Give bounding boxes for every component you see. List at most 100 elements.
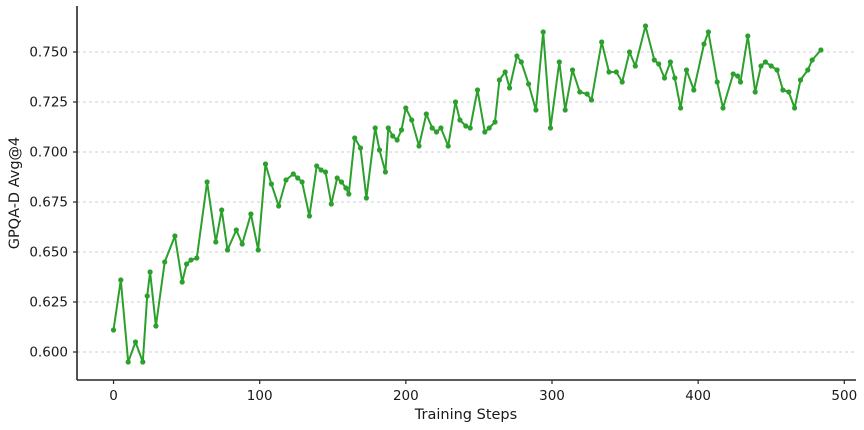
- x-tick-label: 500: [831, 388, 857, 404]
- data-point-marker: [248, 211, 254, 217]
- data-point-marker: [452, 99, 459, 105]
- data-point-marker: [805, 67, 811, 73]
- data-point-marker: [486, 125, 492, 131]
- y-tick-label: 0.700: [29, 145, 68, 161]
- x-tick-label: 400: [685, 388, 711, 404]
- data-point-marker: [188, 257, 194, 263]
- data-point-marker: [276, 203, 282, 209]
- data-point-marker: [672, 75, 678, 81]
- data-point-marker: [482, 129, 488, 135]
- data-point-marker: [656, 61, 662, 67]
- y-tick-label: 0.625: [29, 295, 68, 311]
- data-point-marker: [701, 41, 707, 47]
- y-tick-label: 0.650: [29, 245, 68, 261]
- data-point-marker: [409, 117, 415, 123]
- data-point-marker: [433, 129, 440, 135]
- data-point-marker: [661, 75, 668, 81]
- data-point-marker: [556, 59, 562, 65]
- y-tick-label: 0.600: [29, 345, 68, 361]
- data-point-marker: [780, 87, 786, 93]
- data-point-marker: [632, 63, 638, 69]
- data-point-marker: [429, 125, 435, 131]
- data-point-marker: [363, 195, 369, 201]
- data-point-marker: [346, 191, 352, 197]
- data-point-marker: [584, 91, 590, 97]
- data-point-marker: [691, 87, 697, 93]
- data-point-marker: [239, 241, 245, 247]
- data-point-marker: [758, 63, 764, 69]
- data-point-marker: [507, 85, 513, 91]
- data-point-marker: [613, 69, 619, 75]
- data-point-marker: [818, 47, 824, 53]
- data-point-marker: [372, 125, 378, 131]
- data-point-marker: [577, 89, 583, 95]
- data-point-marker: [735, 73, 741, 79]
- data-point-marker: [262, 161, 269, 167]
- data-point-marker: [390, 133, 396, 139]
- data-point-marker: [492, 119, 498, 125]
- data-point-marker: [268, 181, 274, 187]
- data-point-marker: [526, 81, 532, 87]
- data-point-marker: [667, 59, 674, 65]
- data-point-marker: [162, 259, 168, 265]
- data-point-marker: [144, 293, 150, 299]
- data-point-marker: [219, 207, 225, 213]
- data-point-marker: [562, 107, 568, 113]
- data-point-marker: [774, 67, 780, 73]
- data-point-marker: [224, 247, 231, 253]
- data-point-marker: [714, 79, 720, 85]
- data-point-marker: [445, 143, 451, 149]
- data-point-marker: [153, 323, 159, 329]
- data-point-marker: [606, 69, 612, 75]
- x-tick-label: 300: [539, 388, 565, 404]
- data-point-marker: [314, 163, 320, 169]
- data-point-marker: [792, 105, 798, 111]
- data-point-marker: [752, 89, 758, 95]
- x-tick-label: 200: [393, 388, 419, 404]
- y-tick-label: 0.750: [29, 45, 68, 61]
- data-point-marker: [338, 179, 345, 185]
- data-point-marker: [463, 123, 469, 129]
- data-point-marker: [318, 167, 324, 173]
- data-point-marker: [423, 111, 429, 117]
- data-point-marker: [334, 175, 340, 181]
- data-point-marker: [762, 59, 769, 65]
- data-point-marker: [398, 127, 405, 133]
- data-point-marker: [457, 117, 463, 123]
- data-point-marker: [132, 339, 139, 345]
- data-point-marker: [786, 89, 792, 95]
- data-point-marker: [172, 233, 178, 239]
- data-point-marker: [768, 63, 774, 69]
- data-point-marker: [540, 29, 546, 35]
- data-point-marker: [110, 327, 117, 333]
- data-point-marker: [382, 169, 388, 175]
- data-point-marker: [403, 105, 409, 111]
- data-point-marker: [547, 125, 554, 131]
- data-point-marker: [352, 135, 358, 141]
- data-point-marker: [213, 239, 219, 245]
- data-point-marker: [599, 39, 605, 45]
- data-point-marker: [385, 125, 391, 131]
- data-point-marker: [328, 201, 334, 207]
- y-axis-label: GPQA-D Avg@4: [7, 137, 23, 250]
- data-point-marker: [569, 67, 576, 73]
- y-tick-label: 0.675: [29, 195, 68, 211]
- data-point-marker: [619, 79, 625, 85]
- data-point-marker: [474, 87, 481, 93]
- data-point-marker: [720, 105, 726, 111]
- axis-ticks: 0.600 0.625 0.650 0.675 0.700 0.725 0.750 0 100 2…: [29, 45, 857, 405]
- data-point-marker: [705, 29, 712, 35]
- x-tick-label: 0: [109, 388, 118, 404]
- data-point-marker: [797, 77, 804, 83]
- data-point-marker: [179, 279, 185, 285]
- data-point-marker: [290, 171, 296, 177]
- data-point-marker: [306, 213, 312, 219]
- data-point-marker: [730, 71, 736, 77]
- data-point-marker: [809, 57, 815, 63]
- data-point-marker: [502, 69, 508, 75]
- x-tick-label: 100: [247, 388, 273, 404]
- data-point-marker: [357, 145, 364, 151]
- data-point-marker: [626, 49, 633, 55]
